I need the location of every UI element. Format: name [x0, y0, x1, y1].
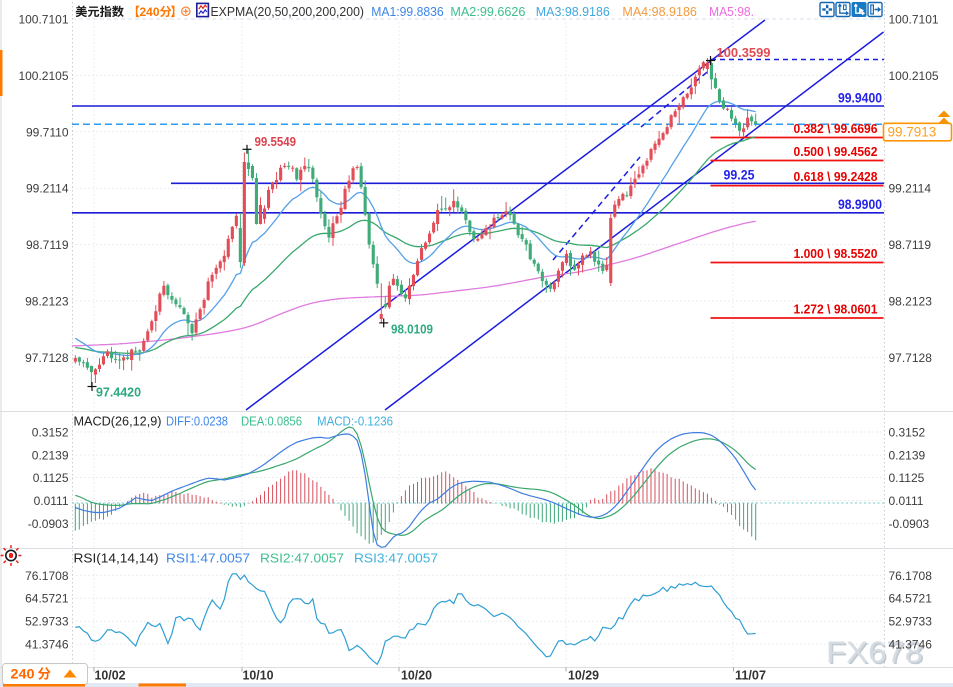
svg-text:76.1708: 76.1708 — [889, 569, 933, 583]
svg-text:97.7128: 97.7128 — [25, 351, 69, 365]
svg-text:0.382 \ 99.6696: 0.382 \ 99.6696 — [794, 121, 878, 136]
svg-text:10/20: 10/20 — [401, 669, 432, 683]
svg-text:97.4420: 97.4420 — [96, 385, 141, 400]
svg-text:10/29: 10/29 — [568, 669, 599, 683]
svg-text:41.3746: 41.3746 — [889, 638, 933, 652]
svg-text:10/02: 10/02 — [95, 669, 126, 683]
svg-text:0.1125: 0.1125 — [889, 471, 925, 485]
svg-text:0.0111: 0.0111 — [889, 494, 924, 508]
svg-text:98.7119: 98.7119 — [889, 238, 932, 252]
svg-text:MA4:98.9186: MA4:98.9186 — [622, 5, 697, 19]
svg-text:99.7110: 99.7110 — [26, 125, 69, 139]
svg-text:1.000 \ 98.5520: 1.000 \ 98.5520 — [794, 246, 878, 261]
svg-text:RSI2:47.0057: RSI2:47.0057 — [260, 552, 344, 566]
svg-text:0.2139: 0.2139 — [32, 449, 69, 463]
svg-text:0.2139: 0.2139 — [889, 449, 926, 463]
svg-text:-0.0903: -0.0903 — [889, 517, 930, 531]
svg-text:99.2114: 99.2114 — [26, 182, 69, 196]
svg-text:99.5549: 99.5549 — [255, 134, 297, 149]
svg-text:0.618 \ 99.2428: 0.618 \ 99.2428 — [794, 169, 878, 184]
svg-text:64.5721: 64.5721 — [25, 592, 69, 606]
svg-text:98.7119: 98.7119 — [26, 238, 69, 252]
svg-text:11/07: 11/07 — [735, 669, 766, 683]
svg-text:RSI3:47.0057: RSI3:47.0057 — [354, 552, 438, 566]
svg-text:98.2123: 98.2123 — [25, 295, 69, 309]
svg-text:MA3:98.9186: MA3:98.9186 — [536, 5, 610, 19]
svg-text:0.3152: 0.3152 — [32, 426, 69, 440]
svg-text:0.3152: 0.3152 — [889, 426, 926, 440]
svg-text:FX678: FX678 — [826, 635, 923, 670]
svg-text:FX678: FX678 — [828, 636, 925, 671]
svg-text:98.0109: 98.0109 — [391, 322, 433, 337]
svg-text:52.9733: 52.9733 — [889, 615, 933, 629]
svg-text:0.1125: 0.1125 — [33, 471, 69, 485]
svg-text:MA1:99.8836: MA1:99.8836 — [371, 5, 444, 19]
svg-text:240: 240 — [11, 667, 35, 682]
svg-text:MA2:99.6626: MA2:99.6626 — [450, 5, 525, 19]
svg-text:64.5721: 64.5721 — [889, 592, 933, 606]
svg-text:MACD:-0.1236: MACD:-0.1236 — [317, 415, 393, 429]
svg-text:100.7101: 100.7101 — [889, 13, 939, 27]
svg-text:100.2105: 100.2105 — [889, 69, 939, 83]
svg-text:240: 240 — [140, 5, 160, 19]
svg-text:0.500 \ 99.4562: 0.500 \ 99.4562 — [794, 144, 878, 159]
svg-text:DIFF:0.0238: DIFF:0.0238 — [166, 415, 228, 429]
svg-text:41.3746: 41.3746 — [25, 638, 69, 652]
svg-text:99.2114: 99.2114 — [889, 182, 932, 196]
svg-text:100.2105: 100.2105 — [18, 69, 68, 83]
svg-text:99.9400: 99.9400 — [838, 91, 882, 106]
svg-text:RSI(14,14,14): RSI(14,14,14) — [74, 552, 159, 566]
svg-text:52.9733: 52.9733 — [25, 615, 69, 629]
svg-text:98.9900: 98.9900 — [838, 197, 882, 212]
svg-text:76.1708: 76.1708 — [25, 569, 69, 583]
svg-text:98.2123: 98.2123 — [889, 295, 933, 309]
svg-text:MACD(26,12,9): MACD(26,12,9) — [74, 415, 162, 429]
svg-text:RSI1:47.0057: RSI1:47.0057 — [166, 552, 250, 566]
svg-text:100.3599: 100.3599 — [717, 45, 771, 60]
svg-text:MA5:98.: MA5:98. — [709, 5, 754, 19]
svg-text:97.7128: 97.7128 — [889, 351, 933, 365]
svg-text:99.25: 99.25 — [724, 168, 755, 183]
svg-text:-0.0903: -0.0903 — [28, 517, 69, 531]
svg-text:10/10: 10/10 — [243, 669, 274, 683]
svg-text:DEA:0.0856: DEA:0.0856 — [241, 415, 302, 429]
svg-text:100.7101: 100.7101 — [18, 13, 68, 27]
svg-text:1.272 \ 98.0601: 1.272 \ 98.0601 — [794, 302, 878, 317]
svg-text:EXPMA(20,50,200,200,200): EXPMA(20,50,200,200,200) — [211, 5, 365, 19]
svg-text:99.7913: 99.7913 — [888, 125, 937, 140]
svg-text:0.0111: 0.0111 — [34, 494, 69, 508]
